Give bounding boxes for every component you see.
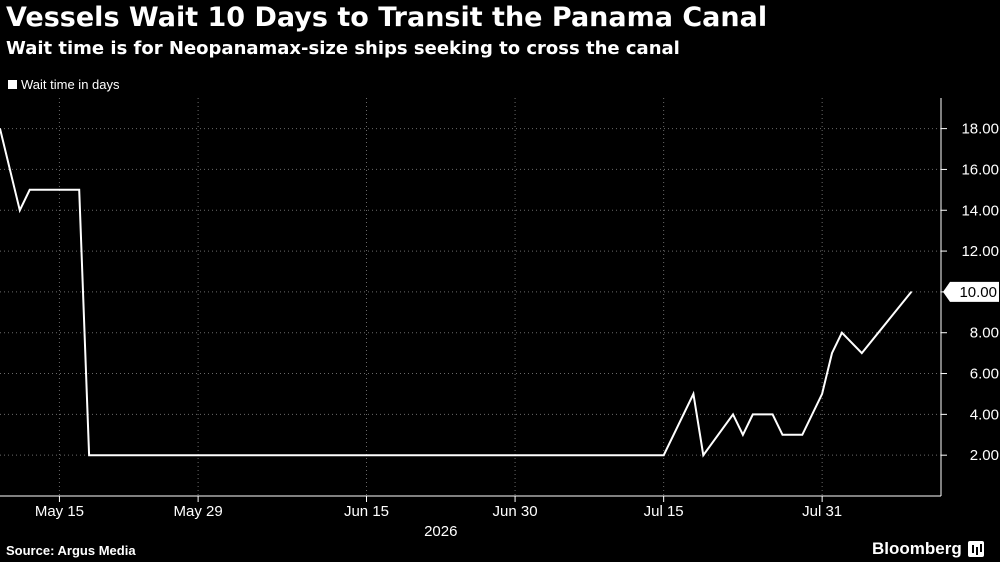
data-point — [19, 209, 21, 211]
x-tick-label: Jul 31 — [802, 503, 842, 520]
data-point — [88, 454, 90, 456]
y-tick-label: 14.00 — [961, 202, 999, 219]
data-point — [801, 434, 803, 436]
data-point — [742, 434, 744, 436]
source-note: Source: Argus Media — [6, 543, 136, 558]
y-tick-label: 12.00 — [961, 243, 999, 260]
data-point — [672, 434, 675, 436]
x-tick-label: Jun 30 — [493, 503, 538, 520]
data-point — [29, 189, 31, 191]
data-point — [732, 413, 734, 415]
x-tick-label: May 15 — [35, 503, 84, 520]
legend-label: Wait time in days — [21, 77, 120, 92]
data-point — [821, 393, 823, 395]
data-point — [861, 352, 863, 354]
data-point — [831, 352, 833, 354]
data-point — [841, 332, 843, 334]
brand-logo: Bloomberg — [872, 539, 984, 559]
y-tick-label: 8.00 — [970, 325, 999, 342]
legend-swatch — [8, 80, 17, 89]
last-value-callout — [943, 281, 999, 302]
x-year-label: 2026 — [424, 523, 457, 540]
legend: Wait time in days — [8, 77, 120, 92]
data-point — [692, 393, 694, 395]
y-tick-label: 18.00 — [961, 121, 999, 138]
x-tick-label: Jun 15 — [344, 503, 389, 520]
x-tick-label: May 29 — [174, 503, 223, 520]
data-point — [781, 434, 784, 436]
data-point — [772, 413, 774, 415]
data-point — [663, 454, 665, 456]
data-point — [910, 291, 912, 293]
chart-subtitle: Wait time is for Neopanamax-size ships s… — [6, 38, 680, 59]
chart-title: Vessels Wait 10 Days to Transit the Pana… — [6, 2, 768, 33]
y-tick-label: 16.00 — [961, 161, 999, 178]
last-value-label: 10.00 — [959, 284, 997, 301]
data-point — [702, 454, 704, 456]
chart-icon — [967, 541, 984, 557]
y-tick-label: 2.00 — [970, 447, 999, 464]
y-tick-label: 6.00 — [970, 366, 999, 383]
series-line — [0, 128, 913, 458]
data-point — [78, 189, 80, 191]
data-point — [0, 128, 1, 130]
y-tick-label: 4.00 — [970, 406, 999, 423]
x-tick-label: Jul 15 — [644, 503, 684, 520]
brand-name: Bloomberg — [872, 539, 962, 558]
data-point — [752, 413, 754, 415]
